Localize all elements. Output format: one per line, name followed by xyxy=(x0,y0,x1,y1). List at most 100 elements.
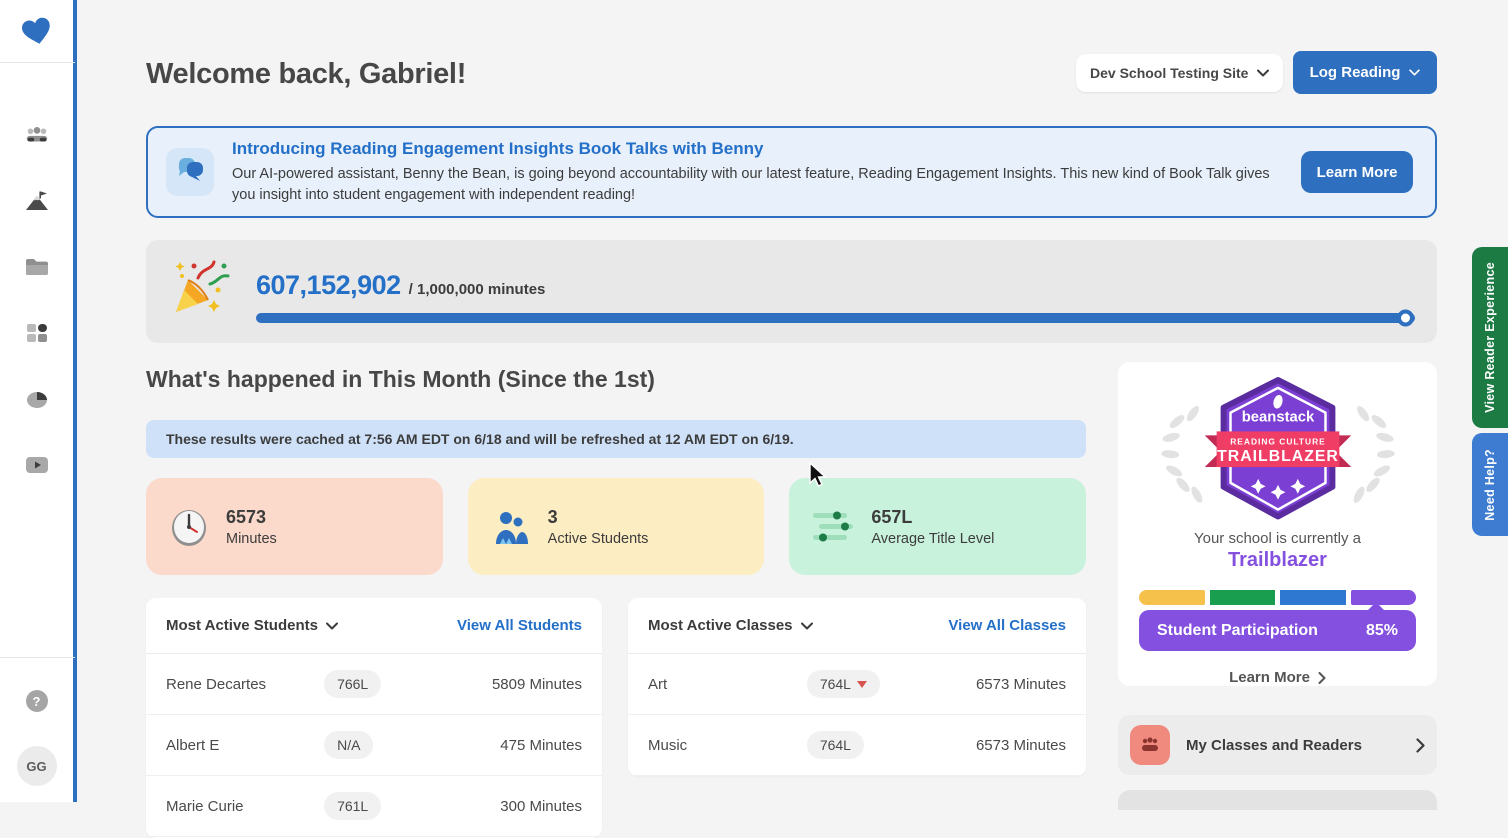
sidebar: ? GG xyxy=(0,0,77,802)
benny-chat-icon xyxy=(166,148,214,196)
chevron-down-icon xyxy=(1409,69,1421,76)
class-name: Art xyxy=(648,675,668,693)
chevron-down-icon xyxy=(1257,69,1269,77)
stat-students-label: Active Students xyxy=(547,530,649,547)
sidebar-divider xyxy=(0,657,75,658)
folder-icon xyxy=(25,259,48,275)
view-all-students-link[interactable]: View All Students xyxy=(456,617,582,634)
view-reader-experience-tab[interactable]: View Reader Experience xyxy=(1472,247,1508,428)
levels-sliders-icon xyxy=(813,511,854,541)
student-name: Albert E xyxy=(166,736,220,754)
log-reading-label: Log Reading xyxy=(1309,64,1401,81)
log-reading-button[interactable]: Log Reading xyxy=(1293,51,1437,94)
my-classes-and-readers-card[interactable]: My Classes and Readers xyxy=(1118,715,1437,775)
sidebar-divider xyxy=(0,62,75,63)
trailblazer-learn-more-link[interactable]: Learn More xyxy=(1229,669,1326,686)
meter-segment-3 xyxy=(1280,590,1346,606)
sidebar-item-reports[interactable] xyxy=(24,387,50,411)
trailblazer-caption: Your school is currently a xyxy=(1193,530,1362,548)
stat-card-active-students: 3 Active Students xyxy=(467,478,765,575)
level-badge: 764L xyxy=(806,670,880,698)
students-table-title-dropdown[interactable]: Most Active Students xyxy=(166,617,338,634)
stats-row: 6573 Minutes 3 Active Students xyxy=(146,478,1087,575)
class-row[interactable]: Art 764L 6573 Minutes xyxy=(628,654,1086,715)
chevron-down-icon xyxy=(800,622,813,629)
sidebar-item-challenges[interactable] xyxy=(24,189,50,213)
sidebar-item-videos[interactable] xyxy=(24,453,50,477)
view-all-classes-link[interactable]: View All Classes xyxy=(948,617,1066,634)
site-selector-dropdown[interactable]: Dev School Testing Site xyxy=(1076,54,1283,92)
participation-tooltip: Student Participation 85% xyxy=(1139,602,1416,651)
trailblazer-level: Trailblazer xyxy=(1228,549,1327,572)
student-minutes: 5809 Minutes xyxy=(491,675,582,693)
students-icon xyxy=(26,127,47,142)
class-name: Music xyxy=(648,736,688,754)
level-value: 764L xyxy=(819,676,851,692)
meter-segment-4 xyxy=(1350,590,1416,606)
stat-students-value: 3 xyxy=(547,506,558,527)
classes-table-title: Most Active Classes xyxy=(648,617,793,634)
help-button[interactable]: ? xyxy=(25,690,48,712)
heart-logo-icon xyxy=(21,17,50,44)
pie-chart-icon xyxy=(26,392,47,408)
sidebar-item-resources[interactable] xyxy=(24,255,50,279)
stat-level-label: Average Title Level xyxy=(871,530,995,547)
need-help-tab[interactable]: Need Help? xyxy=(1472,433,1508,536)
cache-notice: These results were cached at 7:56 AM EDT… xyxy=(146,420,1086,458)
beanstack-logo[interactable] xyxy=(20,12,54,52)
announcement-banner: Introducing Reading Engagement Insights … xyxy=(146,126,1437,218)
student-name: Marie Curie xyxy=(166,797,244,815)
chevron-right-icon xyxy=(1416,737,1425,753)
class-minutes: 6573 Minutes xyxy=(975,736,1066,754)
meter-segment-1 xyxy=(1139,590,1205,606)
trailblazer-card: beanstack READING CULTURE TRAILBLAZER Yo… xyxy=(1118,362,1437,686)
classes-table-title-dropdown[interactable]: Most Active Classes xyxy=(648,617,813,634)
my-classes-label: My Classes and Readers xyxy=(1186,736,1362,754)
minutes-progress-bar[interactable] xyxy=(256,309,1415,327)
announcement-title: Introducing Reading Engagement Insights … xyxy=(232,138,764,158)
classes-people-icon xyxy=(1130,725,1170,765)
page-title: Welcome back, Gabriel! xyxy=(146,58,467,90)
stat-minutes-value: 6573 xyxy=(226,506,267,527)
most-active-classes-table: Most Active Classes View All Classes Art… xyxy=(628,598,1086,776)
video-icon xyxy=(25,457,48,473)
mountain-goal-icon xyxy=(25,191,48,210)
stat-card-average-title-level: 657L Average Title Level xyxy=(789,478,1087,575)
chevron-down-icon xyxy=(325,622,338,629)
user-avatar[interactable]: GG xyxy=(16,746,57,786)
participation-label: Student Participation xyxy=(1157,621,1318,639)
student-row[interactable]: Albert E N/A 475 Minutes xyxy=(146,715,602,776)
students-table-title: Most Active Students xyxy=(166,617,318,634)
next-card-peek xyxy=(1118,790,1437,810)
minutes-progress-card: 607,152,902 / 1,000,000 minutes xyxy=(146,240,1437,343)
student-row[interactable]: Marie Curie 761L 300 Minutes xyxy=(146,776,602,837)
most-active-students-table: Most Active Students View All Students R… xyxy=(146,598,602,838)
clock-icon xyxy=(172,509,206,546)
class-row[interactable]: Music 764L 6573 Minutes xyxy=(628,715,1086,776)
progress-knob[interactable] xyxy=(1397,309,1414,327)
student-minutes: 475 Minutes xyxy=(500,736,582,754)
stat-level-value: 657L xyxy=(871,506,913,527)
active-students-icon xyxy=(495,511,528,544)
trend-down-icon xyxy=(856,680,867,688)
level-badge: 761L xyxy=(324,792,382,820)
trailblazer-badge: beanstack READING CULTURE TRAILBLAZER xyxy=(1160,376,1395,520)
culture-level-meter xyxy=(1139,590,1416,606)
svg-text:TRAILBLAZER: TRAILBLAZER xyxy=(1217,448,1339,465)
minutes-current: 607,152,902 xyxy=(256,270,401,300)
stat-card-minutes: 6573 Minutes xyxy=(146,478,443,575)
party-popper-icon xyxy=(175,260,230,312)
student-row[interactable]: Rene Decartes 766L 5809 Minutes xyxy=(146,654,602,715)
month-section-heading: What's happened in This Month (Since the… xyxy=(146,366,655,392)
chevron-right-icon xyxy=(1318,671,1326,684)
view-reader-experience-label: View Reader Experience xyxy=(1483,262,1497,413)
need-help-label: Need Help? xyxy=(1483,448,1497,521)
class-minutes: 6573 Minutes xyxy=(975,675,1066,693)
learn-more-label: Learn More xyxy=(1229,669,1310,686)
announcement-learn-more-button[interactable]: Learn More xyxy=(1301,151,1413,193)
level-badge: N/A xyxy=(324,731,374,759)
sidebar-item-apps[interactable] xyxy=(24,321,50,345)
sidebar-item-students[interactable] xyxy=(24,123,50,147)
minutes-total: / 1,000,000 minutes xyxy=(408,281,546,298)
